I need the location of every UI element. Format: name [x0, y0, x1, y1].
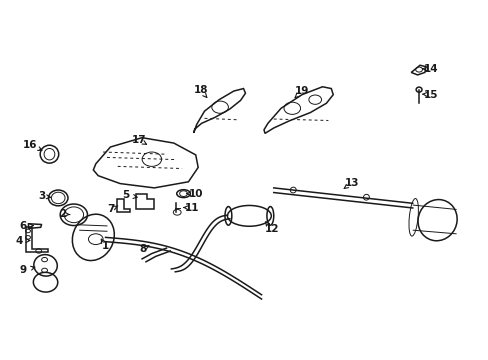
Text: 12: 12 [264, 225, 279, 234]
Text: 1: 1 [102, 241, 109, 251]
Text: 7: 7 [107, 204, 114, 215]
Text: 18: 18 [193, 85, 207, 95]
Text: 14: 14 [423, 64, 438, 74]
Text: 4: 4 [16, 236, 23, 246]
Text: 19: 19 [294, 86, 308, 96]
Text: 3: 3 [39, 191, 46, 201]
Text: 6: 6 [20, 221, 27, 230]
Text: 15: 15 [423, 90, 438, 100]
Text: 16: 16 [23, 140, 38, 150]
Text: 9: 9 [20, 265, 27, 275]
Text: 13: 13 [344, 178, 358, 188]
Text: 10: 10 [188, 189, 203, 199]
Text: 5: 5 [122, 190, 129, 200]
Text: 11: 11 [184, 203, 199, 213]
Text: 17: 17 [131, 135, 146, 145]
Text: 8: 8 [139, 244, 146, 254]
Text: 2: 2 [59, 209, 66, 219]
